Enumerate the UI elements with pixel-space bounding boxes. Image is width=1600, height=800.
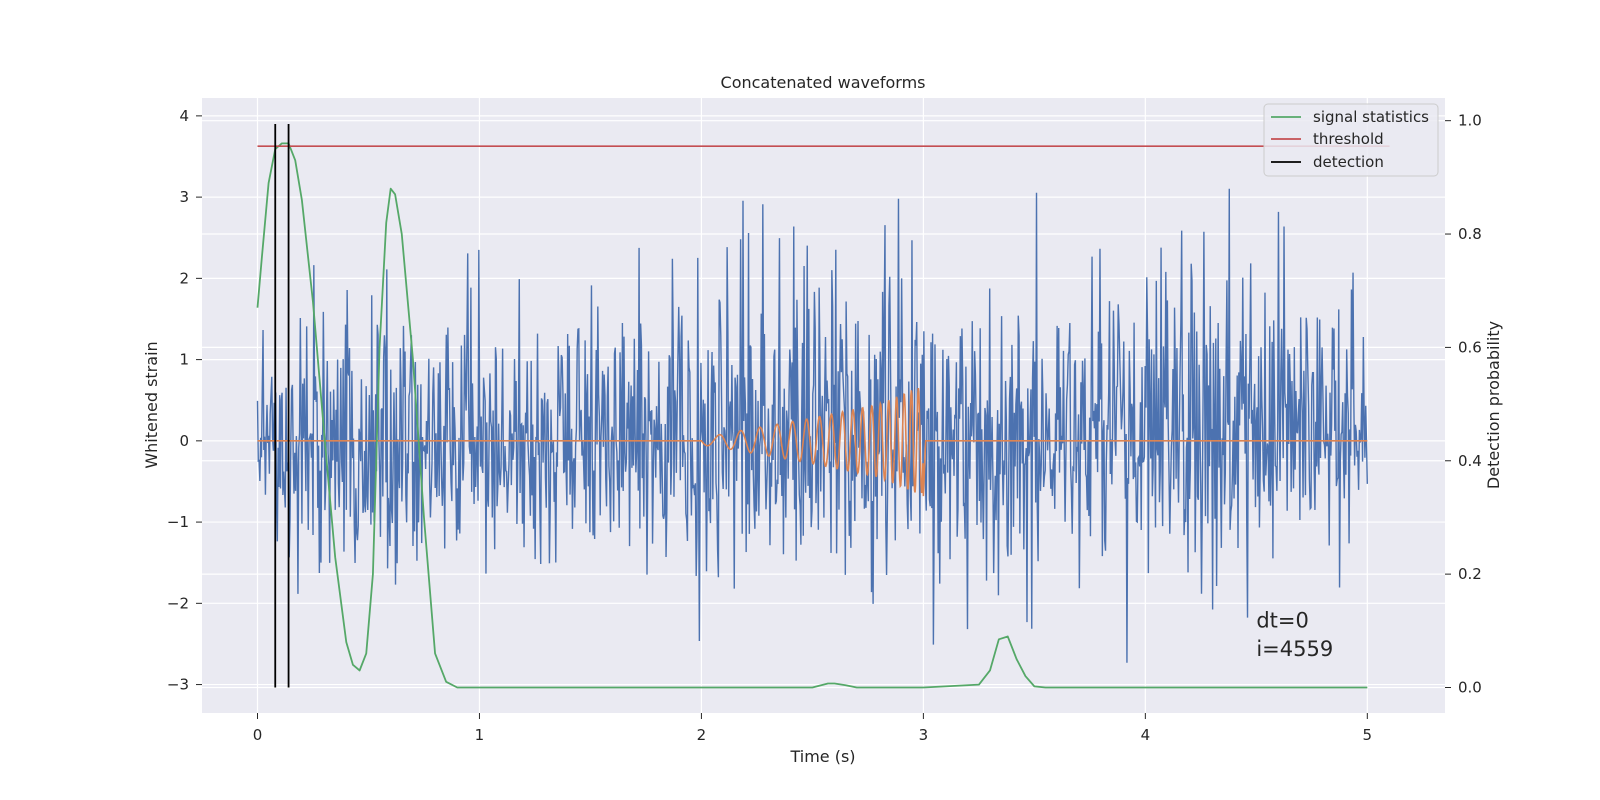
x-tick-label: 2 — [697, 726, 707, 744]
series-template-waveform — [257, 387, 1368, 497]
legend-label-threshold: threshold — [1313, 130, 1384, 148]
y-tick-label: 3 — [179, 188, 189, 206]
annotations: dt=0 i=4559 — [1256, 609, 1333, 661]
legend-label-detection: detection — [1313, 153, 1384, 171]
y2-tick-label: 0.8 — [1458, 225, 1482, 243]
y2-tick-label: 0.4 — [1458, 452, 1482, 470]
y-axis-label: Whitened strain — [142, 341, 161, 468]
axis-ticks: 0 1 2 3 4 5 −3 −2 −1 0 1 2 3 4 0.0 0.2 0.4 0.6 0.8 1.0 — [167, 107, 1482, 744]
x-tick-label: 4 — [1141, 726, 1151, 744]
series-whitened-strain — [256, 188, 1369, 663]
x-tick-label: 0 — [253, 726, 263, 744]
series-detections — [274, 123, 290, 688]
y-tick-label: −3 — [167, 676, 189, 694]
y-tick-label: 0 — [179, 432, 189, 450]
legend-label-signal-statistics: signal statistics — [1313, 108, 1429, 126]
y2-tick-label: 0.0 — [1458, 678, 1482, 696]
annotation-text: i=4559 — [1256, 637, 1333, 661]
y-tick-label: 1 — [179, 351, 189, 369]
annotation-text: dt=0 — [1256, 609, 1309, 633]
x-tick-label: 1 — [475, 726, 485, 744]
y-tick-label: 4 — [179, 107, 189, 125]
y2-tick-label: 0.6 — [1458, 338, 1482, 356]
x-tick-label: 3 — [919, 726, 929, 744]
series-signal-statistics — [256, 142, 1368, 689]
series-layer — [256, 123, 1390, 689]
y-tick-label: 2 — [179, 269, 189, 287]
y2-tick-label: 0.2 — [1458, 565, 1482, 583]
x-tick-label: 5 — [1363, 726, 1373, 744]
x-axis-label: Time (s) — [789, 747, 855, 766]
legend-box — [1263, 103, 1439, 177]
chart-title: Concatenated waveforms — [721, 73, 926, 92]
y-tick-label: −2 — [167, 594, 189, 612]
y2-tick-label: 1.0 — [1458, 112, 1482, 130]
y-tick-label: −1 — [167, 513, 189, 531]
legend: signal statistics threshold detection — [1263, 103, 1439, 177]
y2-axis-label: Detection probability — [1484, 321, 1503, 489]
